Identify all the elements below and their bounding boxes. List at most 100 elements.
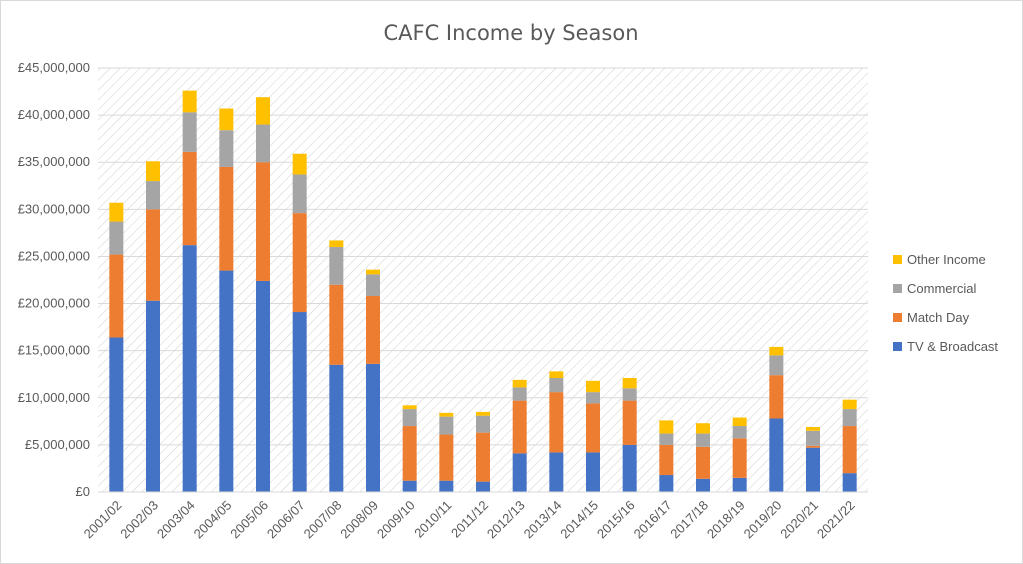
bar-segment	[732, 426, 747, 439]
bar-segment	[476, 481, 490, 492]
bar-segment	[806, 445, 820, 448]
bar-segment	[182, 245, 197, 492]
bar-segment	[659, 475, 674, 492]
bar-segment	[842, 426, 857, 474]
bar-segment	[842, 409, 857, 427]
bar-segment	[769, 418, 784, 492]
x-tick-label: 2012/13	[484, 498, 528, 542]
bar-segment	[146, 300, 160, 492]
bar-segment	[182, 90, 197, 113]
bar-segment	[219, 108, 234, 131]
bar-segment	[622, 400, 637, 445]
bar-segment	[842, 399, 857, 410]
bar-segment	[182, 151, 197, 246]
x-tick-label: 2019/20	[741, 498, 785, 542]
bar-segment	[806, 426, 820, 431]
legend-label: Commercial	[907, 281, 976, 296]
y-axis: £0 £5,000,000 £10,000,000 £15,000,000 £20,00…	[18, 60, 90, 499]
bar-segment	[439, 434, 454, 481]
x-tick-label: 2006/07	[264, 498, 308, 542]
bar-segment	[219, 270, 234, 492]
bar-segment	[512, 387, 527, 401]
x-tick-label: 2015/16	[594, 498, 638, 542]
y-tick-label: £10,000,000	[18, 390, 90, 405]
bar-segment	[292, 312, 307, 492]
x-tick-label: 2020/21	[777, 498, 821, 542]
x-tick-label: 2010/11	[411, 498, 454, 541]
legend-label: TV & Broadcast	[907, 339, 998, 354]
bar-segment	[219, 166, 234, 271]
legend-label: Other Income	[907, 252, 986, 267]
bar-segment	[659, 433, 674, 445]
bar-segment	[329, 247, 344, 285]
bar-segment	[696, 423, 710, 434]
bar-segment	[622, 388, 637, 401]
y-tick-label: £45,000,000	[18, 60, 90, 75]
x-tick-label: 2005/06	[227, 498, 271, 542]
bar-segment	[439, 416, 454, 435]
bar-segment	[402, 426, 417, 481]
bar-segment	[549, 452, 564, 492]
y-tick-label: £35,000,000	[18, 154, 90, 169]
bar-segment	[146, 181, 160, 210]
chart-title: CAFC Income by Season	[383, 21, 638, 45]
bar-segment	[732, 438, 747, 478]
x-tick-label: 2017/18	[667, 498, 711, 542]
x-tick-label: 2011/12	[448, 498, 491, 541]
x-tick-label: 2021/22	[814, 498, 858, 542]
bar-segment	[512, 453, 527, 492]
y-tick-label: £5,000,000	[25, 437, 90, 452]
bar-segment	[366, 363, 380, 492]
bar-segment	[402, 409, 417, 427]
bar-segment	[146, 209, 160, 301]
bar-segment	[732, 477, 747, 492]
bar-segment	[696, 433, 710, 447]
bar-segment	[256, 162, 270, 281]
bar-segment	[219, 130, 234, 167]
bar-segment	[439, 480, 454, 492]
bars	[109, 90, 857, 492]
bar-segment	[512, 400, 527, 454]
bar-segment	[256, 280, 270, 492]
bar-segment	[586, 403, 600, 453]
bar-segment	[549, 377, 564, 393]
bar-segment	[769, 355, 784, 376]
bar-segment	[769, 375, 784, 419]
bar-segment	[256, 124, 270, 163]
y-tick-label: £30,000,000	[18, 201, 90, 216]
bar-segment	[512, 379, 527, 388]
bar-segment	[109, 337, 124, 492]
bar-segment	[769, 346, 784, 356]
legend-swatch	[893, 313, 902, 322]
bar-segment	[366, 274, 380, 297]
bar-segment	[366, 296, 380, 364]
x-tick-label: 2002/03	[117, 498, 161, 542]
bar-segment	[439, 412, 454, 417]
x-tick-label: 2003/04	[154, 498, 198, 542]
y-tick-label: £0	[76, 484, 90, 499]
bar-segment	[586, 392, 600, 404]
legend-label: Match Day	[907, 310, 970, 325]
bar-segment	[622, 377, 637, 389]
bar-segment	[329, 240, 344, 248]
bar-segment	[659, 444, 674, 476]
bar-segment	[109, 254, 124, 338]
bar-segment	[586, 380, 600, 393]
y-tick-label: £20,000,000	[18, 296, 90, 311]
y-tick-label: £15,000,000	[18, 343, 90, 358]
x-tick-label: 2001/02	[81, 498, 125, 542]
x-tick-label: 2008/09	[337, 498, 381, 542]
bar-segment	[366, 269, 380, 275]
x-tick-label: 2007/08	[301, 498, 345, 542]
bar-segment	[476, 432, 490, 482]
bar-segment	[549, 392, 564, 453]
bar-segment	[732, 417, 747, 427]
bar-segment	[806, 430, 820, 446]
bar-segment	[696, 478, 710, 492]
legend-swatch	[893, 284, 902, 293]
bar-segment	[109, 202, 124, 222]
bar-segment	[696, 446, 710, 479]
x-tick-label: 2004/05	[191, 498, 235, 542]
bar-segment	[402, 405, 417, 410]
bar-segment	[182, 112, 197, 152]
